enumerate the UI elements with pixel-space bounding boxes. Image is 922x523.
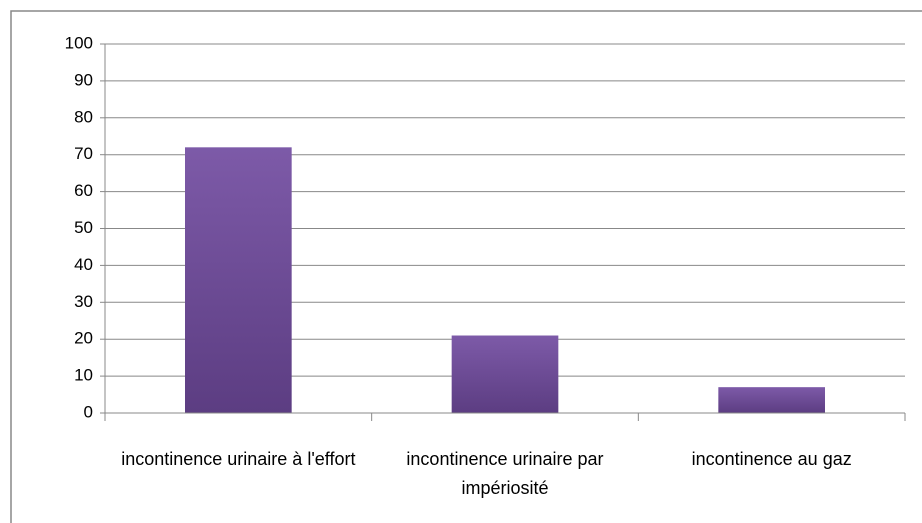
x-tick-label: incontinence urinaire à l'effort <box>121 449 356 469</box>
y-tick-label: 0 <box>84 402 93 421</box>
y-tick-label: 80 <box>74 107 93 126</box>
y-tick-label: 50 <box>74 218 93 237</box>
y-tick-label: 100 <box>65 33 93 52</box>
chart-frame <box>10 10 922 523</box>
bar <box>718 387 825 413</box>
x-tick-label: incontinence au gaz <box>691 449 852 469</box>
y-tick-label: 30 <box>74 292 93 311</box>
y-tick-label: 60 <box>74 181 93 200</box>
y-tick-label: 10 <box>74 366 93 385</box>
y-tick-label: 70 <box>74 144 93 163</box>
bar <box>451 335 559 413</box>
x-tick-label: incontinence urinaire par impériosité <box>406 449 604 498</box>
y-tick-label: 40 <box>74 255 93 274</box>
bar <box>185 147 292 413</box>
y-tick-label: 90 <box>74 70 93 89</box>
y-tick-label: 20 <box>74 329 93 348</box>
